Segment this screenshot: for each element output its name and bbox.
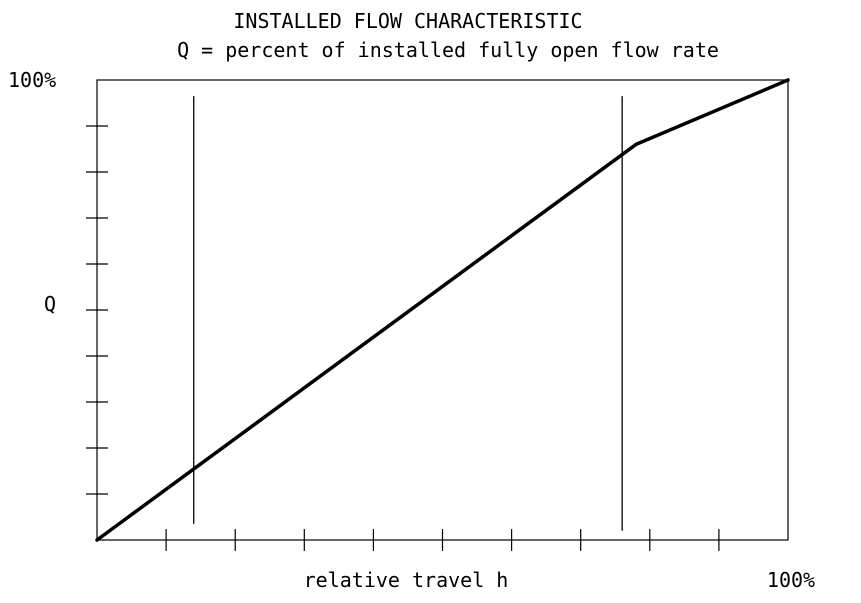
x-axis-label: relative travel h	[304, 568, 509, 592]
x-axis-ticks	[165, 529, 720, 551]
chart-title: INSTALLED FLOW CHARACTERISTIC	[233, 9, 582, 33]
y-axis-label: Q	[44, 292, 56, 316]
x-max-label: 100%	[767, 568, 815, 592]
y-max-label: 100%	[8, 68, 56, 92]
y-axis-ticks	[86, 125, 108, 495]
plot-frame	[96, 79, 789, 541]
series-line-0	[95, 78, 790, 542]
series-group	[95, 78, 790, 542]
chart-subtitle: Q = percent of installed fully open flow…	[177, 38, 719, 62]
reference-lines	[193, 96, 623, 531]
